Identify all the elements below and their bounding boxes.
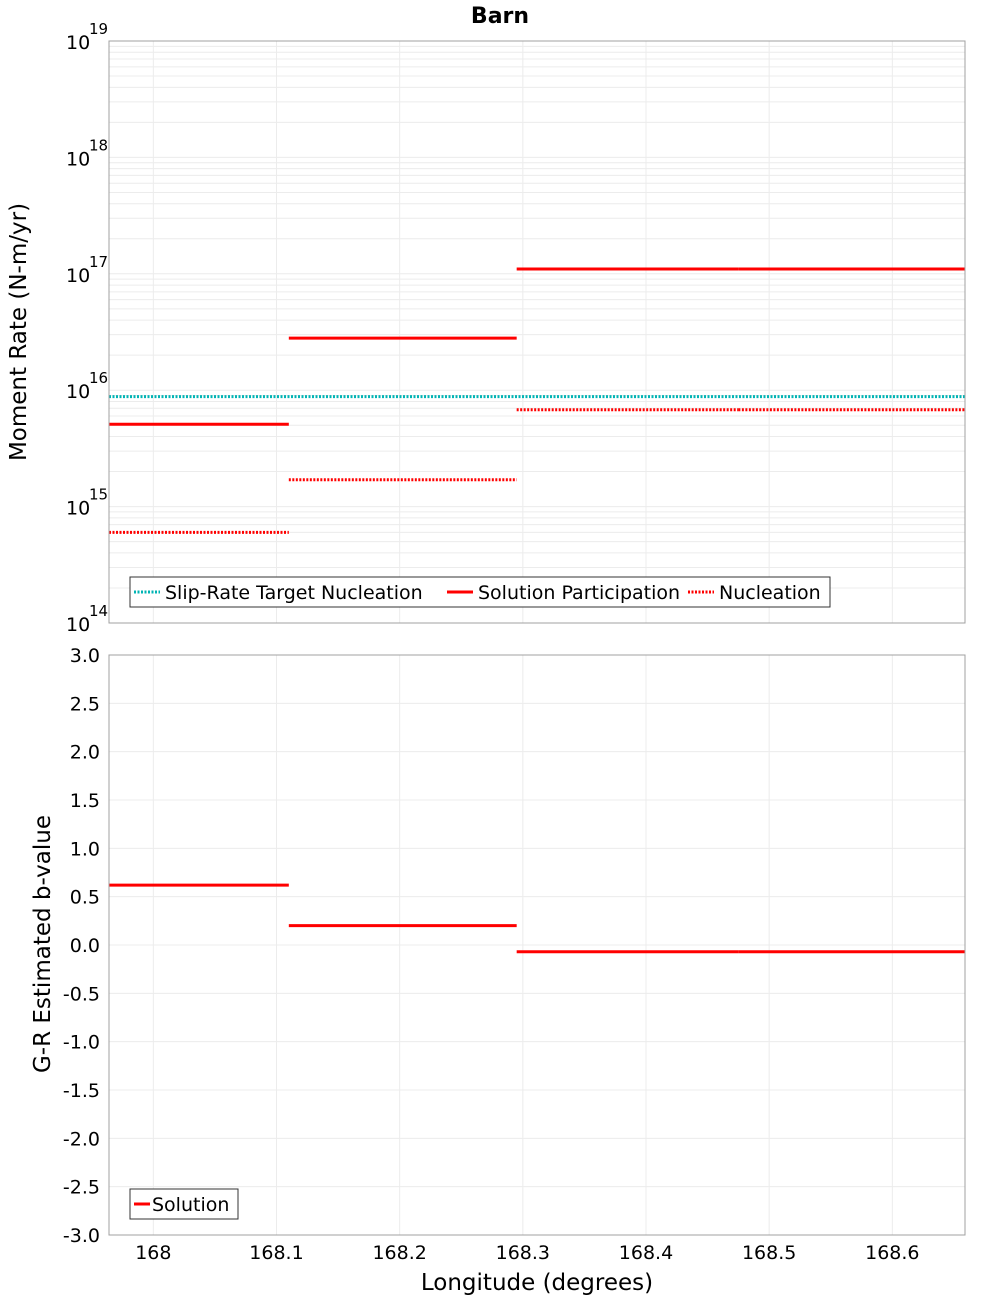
top-plot-frame xyxy=(108,40,966,624)
bottom-y-tick-label: 0.5 xyxy=(70,887,100,909)
tick-exponent: 18 xyxy=(89,136,108,154)
tick-base: 10 xyxy=(66,32,90,54)
series-nucleation xyxy=(109,408,965,534)
bottom-y-tick-label: 3.0 xyxy=(70,645,100,667)
bottom-y-tick-label: -1.5 xyxy=(63,1080,100,1102)
bottom-y-tick-label: -1.0 xyxy=(63,1032,100,1054)
x-tick-labels: 168 168.1 168.2 168.3 168.4 168.5 168.6 xyxy=(135,1242,919,1264)
tick-base: 10 xyxy=(66,498,90,520)
legend-label: Solution Participation xyxy=(478,582,680,604)
bottom-y-tick-label: -3.0 xyxy=(63,1225,100,1247)
series-solution-participation xyxy=(109,267,965,426)
b-value-panel: 3.0 2.5 2.0 1.5 1.0 0.5 0.0 -0.5 -1.0 -1.5 -2.0 -2.… xyxy=(30,645,966,1296)
tick-base: 10 xyxy=(66,148,90,170)
tick-base: 10 xyxy=(66,381,90,403)
legend-item: Solution Participation xyxy=(447,582,680,604)
bottom-y-tick-labels: 3.0 2.5 2.0 1.5 1.0 0.5 0.0 -0.5 -1.0 -1.5 -2.0 -2.… xyxy=(63,645,100,1247)
bottom-y-tick-label: 2.0 xyxy=(70,742,100,764)
x-tick-label: 168.4 xyxy=(619,1242,673,1264)
chart-title: Barn xyxy=(471,4,529,29)
x-tick-label: 168.1 xyxy=(249,1242,303,1264)
bottom-y-tick-label: -2.0 xyxy=(63,1128,100,1150)
legend-item: Slip-Rate Target Nucleation xyxy=(134,582,423,604)
top-gridlines xyxy=(109,41,965,624)
tick-base: 10 xyxy=(66,265,90,287)
bottom-plot-frame xyxy=(108,654,966,1236)
bottom-gridlines xyxy=(109,654,965,1236)
bottom-legend: Solution xyxy=(129,1188,239,1220)
legend-label: Nucleation xyxy=(719,582,821,604)
bottom-y-tick-label: 1.0 xyxy=(70,838,100,860)
tick-exponent: 14 xyxy=(89,602,108,620)
tick-exponent: 17 xyxy=(89,253,108,271)
bottom-y-axis-label: G-R Estimated b-value xyxy=(30,815,56,1073)
tick-exponent: 15 xyxy=(89,486,108,504)
top-series-lines xyxy=(109,267,965,534)
legend-label: Slip-Rate Target Nucleation xyxy=(165,582,423,604)
top-legend: Slip-Rate Target Nucleation Solution Part… xyxy=(129,576,831,608)
bottom-y-tick-label: -0.5 xyxy=(63,983,100,1005)
bottom-y-tick-label: 0.0 xyxy=(70,935,100,957)
legend-item: Nucleation xyxy=(688,582,821,604)
bottom-y-tick-label: -2.5 xyxy=(63,1177,100,1199)
x-tick-label: 168 xyxy=(135,1242,171,1264)
x-tick-label: 168.6 xyxy=(865,1242,919,1264)
x-tick-label: 168.3 xyxy=(496,1242,550,1264)
x-axis-label: Longitude (degrees) xyxy=(421,1270,653,1296)
bottom-y-tick-label: 1.5 xyxy=(70,790,100,812)
legend-label: Solution xyxy=(152,1194,229,1216)
tick-exponent: 16 xyxy=(89,369,108,387)
x-tick-label: 168.2 xyxy=(372,1242,426,1264)
tick-exponent: 19 xyxy=(89,20,108,38)
series-solution xyxy=(109,883,965,954)
legend-item: Solution xyxy=(134,1194,229,1216)
bottom-y-tick-label: 2.5 xyxy=(70,693,100,715)
bottom-series-lines xyxy=(109,883,965,954)
x-tick-label: 168.5 xyxy=(742,1242,796,1264)
tick-base: 10 xyxy=(66,614,90,636)
top-y-axis-label: Moment Rate (N-m/yr) xyxy=(6,203,32,461)
